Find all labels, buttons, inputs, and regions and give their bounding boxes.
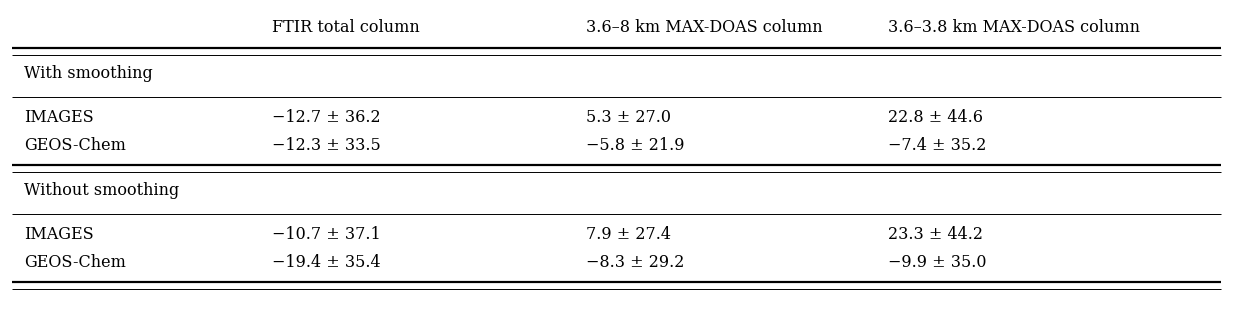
Text: −12.3 ± 33.5: −12.3 ± 33.5 [272, 137, 381, 154]
Text: −7.4 ± 35.2: −7.4 ± 35.2 [888, 137, 986, 154]
Text: −9.9 ± 35.0: −9.9 ± 35.0 [888, 254, 986, 271]
Text: −12.7 ± 36.2: −12.7 ± 36.2 [272, 109, 381, 126]
Text: −10.7 ± 37.1: −10.7 ± 37.1 [272, 226, 381, 243]
Text: With smoothing: With smoothing [25, 65, 153, 82]
Text: −8.3 ± 29.2: −8.3 ± 29.2 [587, 254, 684, 271]
Text: 23.3 ± 44.2: 23.3 ± 44.2 [888, 226, 984, 243]
Text: IMAGES: IMAGES [25, 226, 94, 243]
Text: 3.6–8 km MAX-DOAS column: 3.6–8 km MAX-DOAS column [587, 19, 822, 36]
Text: 5.3 ± 27.0: 5.3 ± 27.0 [587, 109, 671, 126]
Text: IMAGES: IMAGES [25, 109, 94, 126]
Text: GEOS-Chem: GEOS-Chem [25, 137, 126, 154]
Text: FTIR total column: FTIR total column [272, 19, 420, 36]
Text: 22.8 ± 44.6: 22.8 ± 44.6 [888, 109, 984, 126]
Text: GEOS-Chem: GEOS-Chem [25, 254, 126, 271]
Text: −5.8 ± 21.9: −5.8 ± 21.9 [587, 137, 684, 154]
Text: 7.9 ± 27.4: 7.9 ± 27.4 [587, 226, 671, 243]
Text: 3.6–3.8 km MAX-DOAS column: 3.6–3.8 km MAX-DOAS column [888, 19, 1141, 36]
Text: −19.4 ± 35.4: −19.4 ± 35.4 [272, 254, 381, 271]
Text: Without smoothing: Without smoothing [25, 182, 180, 199]
